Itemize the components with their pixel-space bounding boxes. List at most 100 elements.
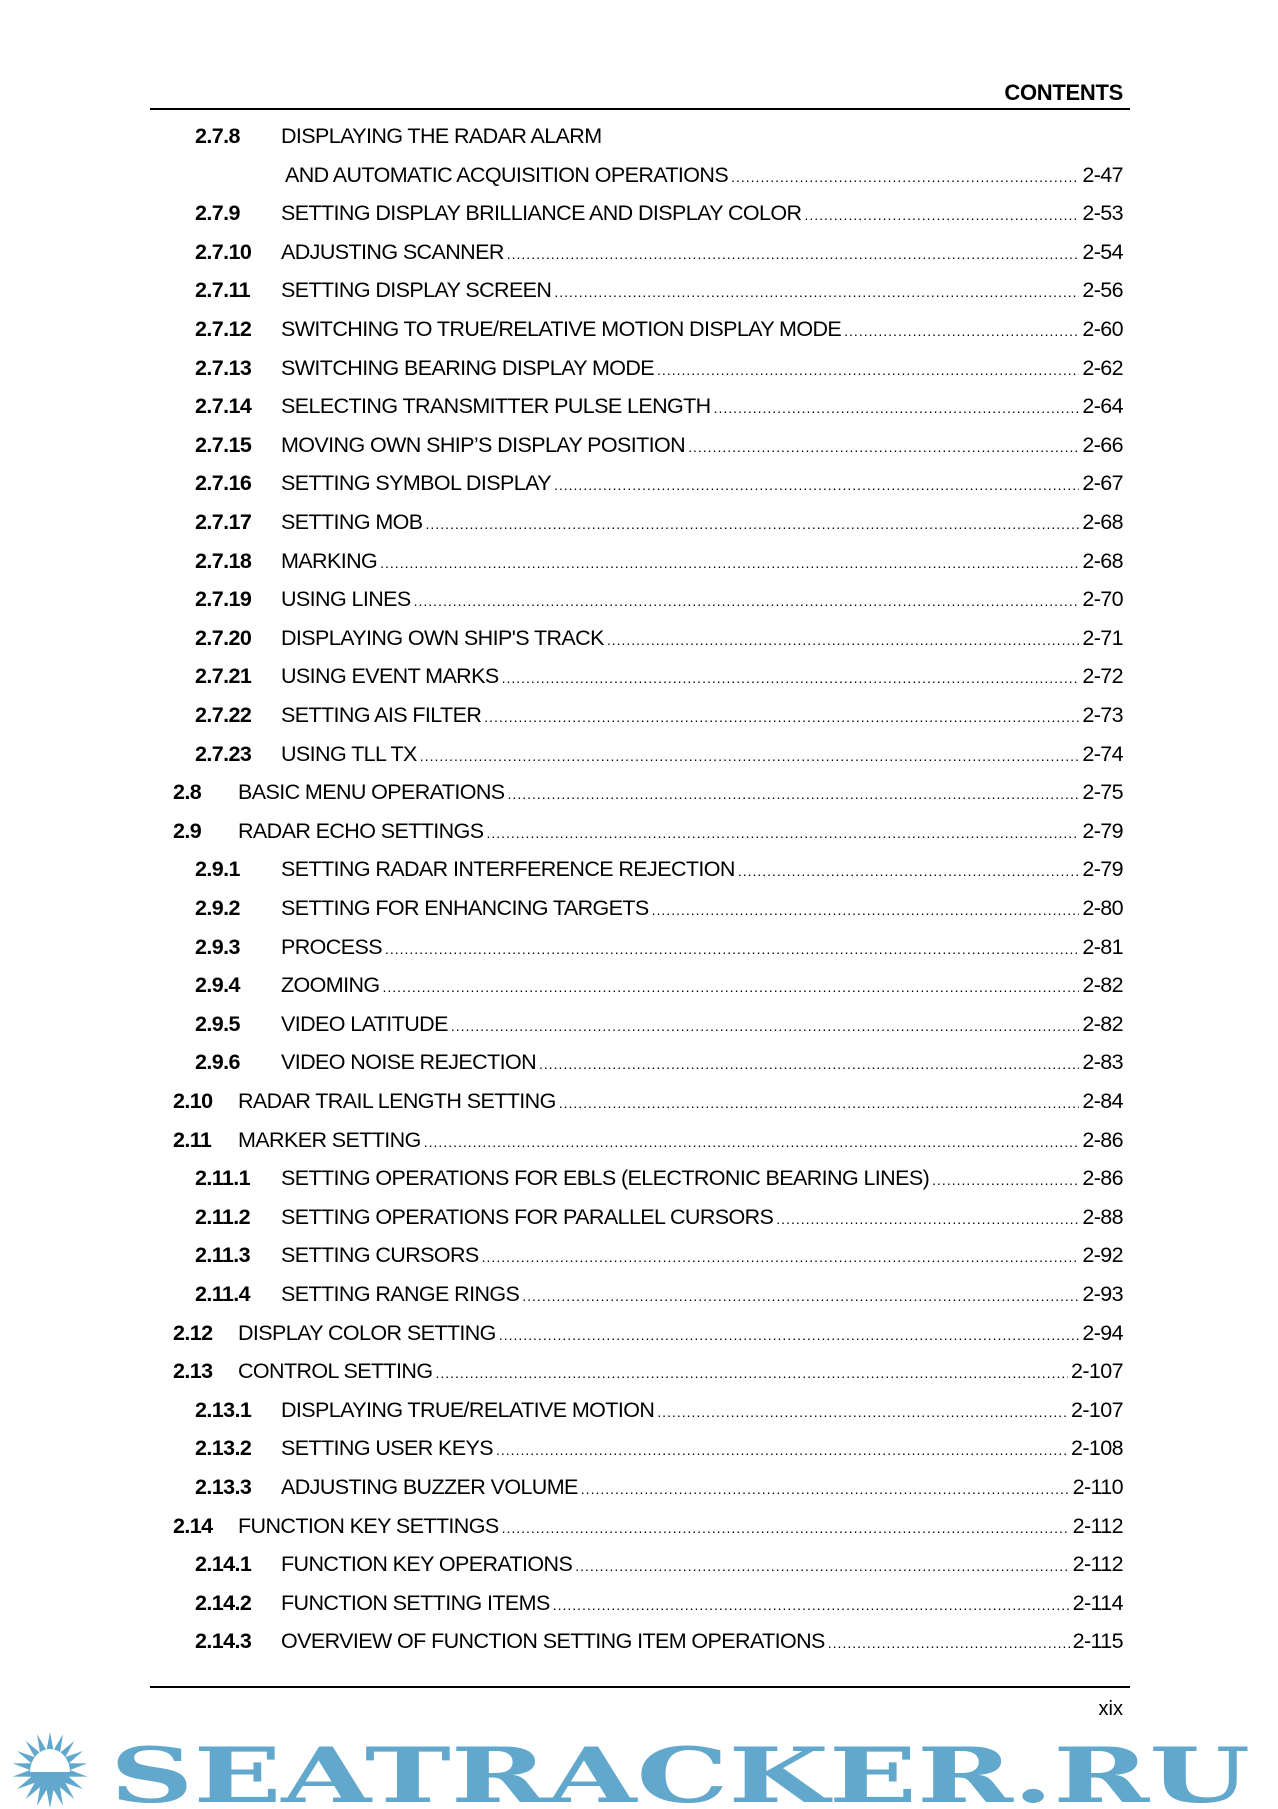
toc-entry-number: 2.7.14 bbox=[195, 394, 252, 419]
dot-leader bbox=[508, 786, 1080, 802]
toc-entry-number: 2.13.2 bbox=[195, 1436, 252, 1461]
toc-entry-number: 2.7.9 bbox=[195, 201, 240, 226]
toc-entry[interactable]: 2.7.19 USING LINES 2-70 bbox=[195, 587, 1124, 617]
toc-entry[interactable]: 2.7.9 SETTING DISPLAY BRILLIANCE AND DISP… bbox=[195, 201, 1124, 231]
toc-entry[interactable]: 2.9.5 VIDEO LATITUDE 2-82 bbox=[195, 1012, 1124, 1042]
dot-leader bbox=[482, 1249, 1080, 1265]
toc-entry[interactable]: 2.7.18 MARKING 2-68 bbox=[195, 549, 1124, 579]
toc-entry[interactable]: 2.13 CONTROL SETTING 2-107 bbox=[173, 1359, 1124, 1389]
dot-leader bbox=[559, 1095, 1080, 1111]
toc-entry[interactable]: 2.13.2 SETTING USER KEYS 2-108 bbox=[195, 1436, 1124, 1466]
toc-entry[interactable]: 2.13.1 DISPLAYING TRUE/RELATIVE MOTION 2-1… bbox=[195, 1397, 1124, 1428]
toc-entry-page: 2-64 bbox=[1082, 394, 1123, 419]
toc-entry-number: 2.9.4 bbox=[195, 973, 240, 998]
footer-rule bbox=[150, 1686, 1130, 1688]
toc-entry-page: 2-107 bbox=[1071, 1397, 1124, 1422]
toc-entry-page: 2-94 bbox=[1082, 1320, 1123, 1345]
toc-entry-page: 2-92 bbox=[1082, 1243, 1123, 1268]
toc-entry-title: VIDEO NOISE REJECTION bbox=[281, 1050, 537, 1075]
toc-entry-title: CONTROL SETTING bbox=[238, 1359, 433, 1384]
toc-entry[interactable]: 2.9 RADAR ECHO SETTINGS 2-79 bbox=[173, 819, 1124, 849]
toc-entry-page: 2-115 bbox=[1072, 1629, 1124, 1654]
toc-entry-page: 2-56 bbox=[1082, 278, 1123, 303]
toc-entry[interactable]: 2.9.1 SETTING RADAR INTERFERENCE REJECTIO… bbox=[195, 857, 1124, 887]
toc-entry[interactable]: 2.7.11 SETTING DISPLAY SCREEN 2-56 bbox=[195, 278, 1124, 308]
toc-entry-number: 2.7.11 bbox=[195, 278, 251, 303]
toc-entry[interactable]: 2.7.20 DISPLAYING OWN SHIP'S TRACK 2-71 bbox=[195, 626, 1124, 656]
toc-entry[interactable]: 2.7.8 DISPLAYING THE RADAR ALARM bbox=[195, 124, 1123, 154]
dot-leader bbox=[607, 632, 1080, 648]
toc-entry-number: 2.10 bbox=[173, 1089, 213, 1113]
toc-entry[interactable]: 2.7.16 SETTING SYMBOL DISPLAY 2-67 bbox=[195, 471, 1124, 501]
toc-entry-number: 2.13.3 bbox=[195, 1475, 252, 1499]
dot-leader bbox=[738, 863, 1080, 879]
toc-entry[interactable]: 2.7.10 ADJUSTING SCANNER 2-54 bbox=[195, 239, 1124, 270]
toc-entry[interactable]: 2.7.22 SETTING AIS FILTER 2-73 bbox=[195, 703, 1124, 733]
toc-entry[interactable]: 2.10 RADAR TRAIL LENGTH SETTING 2-84 bbox=[173, 1089, 1124, 1119]
toc-entry-title: USING EVENT MARKS bbox=[281, 664, 499, 689]
toc-entry-number: 2.7.18 bbox=[195, 548, 252, 573]
toc-entry[interactable]: 2.14 FUNCTION KEY SETTINGS 2-112 bbox=[173, 1513, 1124, 1544]
toc-entry-page: 2-112 bbox=[1072, 1513, 1124, 1538]
toc-entry-title: USING LINES bbox=[281, 587, 411, 612]
toc-entry-title: DISPLAYING THE RADAR ALARM bbox=[281, 124, 602, 148]
toc-entry[interactable]: 2.13.3 ADJUSTING BUZZER VOLUME 2-110 bbox=[195, 1475, 1124, 1505]
toc-entry[interactable]: 2.7.23 USING TLL TX 2-74 bbox=[195, 742, 1124, 772]
toc-entry-title: SETTING DISPLAY SCREEN bbox=[281, 278, 552, 303]
toc-entry[interactable]: 2.8 BASIC MENU OPERATIONS 2-75 bbox=[173, 780, 1124, 810]
toc-entry-title: BASIC MENU OPERATIONS bbox=[238, 780, 505, 805]
toc-entry[interactable]: 2.7.21 USING EVENT MARKS 2-72 bbox=[195, 664, 1124, 694]
dot-leader bbox=[502, 1520, 1070, 1536]
toc-entry-number: 2.12 bbox=[173, 1320, 213, 1345]
toc-entry-page: 2-108 bbox=[1071, 1436, 1124, 1461]
toc-entry[interactable]: 2.11 MARKER SETTING 2-86 bbox=[173, 1128, 1124, 1158]
toc-entry[interactable]: 2.7.13 SWITCHING BEARING DISPLAY MODE 2-62 bbox=[195, 355, 1124, 386]
toc-entry[interactable]: 2.7.17 SETTING MOB 2-68 bbox=[195, 510, 1124, 540]
toc-entry[interactable]: 2.7.12 SWITCHING TO TRUE/RELATIVE MOTION … bbox=[195, 317, 1124, 347]
dot-leader bbox=[426, 516, 1080, 532]
sun-icon bbox=[12, 1732, 88, 1808]
dot-leader bbox=[499, 1327, 1080, 1343]
toc-entry-page: 2-86 bbox=[1082, 1166, 1123, 1191]
toc-entry-page: 2-67 bbox=[1082, 471, 1123, 496]
toc-entry-number: 2.9 bbox=[173, 818, 202, 843]
toc-entry[interactable]: 2.12 DISPLAY COLOR SETTING 2-94 bbox=[173, 1320, 1124, 1351]
toc-entry[interactable]: 2.9.6 VIDEO NOISE REJECTION 2-83 bbox=[195, 1050, 1124, 1080]
toc-entry[interactable]: AND AUTOMATIC ACQUISITION OPERATIONS 2-47 bbox=[285, 163, 1124, 193]
toc-entry[interactable]: 2.9.4 ZOOMING 2-82 bbox=[195, 973, 1124, 1003]
toc-entry[interactable]: 2.11.4 SETTING RANGE RINGS 2-93 bbox=[195, 1282, 1124, 1312]
toc-entry[interactable]: 2.7.14 SELECTING TRANSMITTER PULSE LENGTH… bbox=[195, 394, 1124, 424]
dot-leader bbox=[424, 1134, 1080, 1150]
toc-entry-title: DISPLAYING TRUE/RELATIVE MOTION bbox=[281, 1397, 655, 1422]
toc-entry[interactable]: 2.14.1 FUNCTION KEY OPERATIONS 2-112 bbox=[195, 1552, 1124, 1582]
toc-entry-page: 2-60 bbox=[1082, 317, 1123, 341]
toc-entry[interactable]: 2.14.3 OVERVIEW OF FUNCTION SETTING ITEM … bbox=[195, 1629, 1124, 1659]
toc-entry[interactable]: 2.9.2 SETTING FOR ENHANCING TARGETS 2-80 bbox=[195, 896, 1124, 926]
toc-entry-title: SETTING RANGE RINGS bbox=[281, 1282, 520, 1306]
toc-entry-number: 2.11 bbox=[173, 1127, 212, 1152]
toc-entry[interactable]: 2.9.3 PROCESS 2-81 bbox=[195, 935, 1124, 965]
toc-entry-number: 2.9.1 bbox=[195, 857, 240, 882]
toc-entry-title: SWITCHING BEARING DISPLAY MODE bbox=[281, 355, 655, 380]
toc-entry-number: 2.7.8 bbox=[195, 124, 240, 148]
dot-leader bbox=[385, 941, 1079, 957]
dot-leader bbox=[714, 400, 1080, 416]
toc-entry-page: 2-54 bbox=[1082, 239, 1123, 264]
toc-entry[interactable]: 2.11.1 SETTING OPERATIONS FOR EBLS (ELECT… bbox=[195, 1166, 1124, 1196]
toc-entry-number: 2.11.4 bbox=[195, 1282, 251, 1306]
toc-entry-number: 2.9.6 bbox=[195, 1050, 240, 1075]
toc-entry[interactable]: 2.11.2 SETTING OPERATIONS FOR PARALLEL CU… bbox=[195, 1205, 1124, 1235]
toc-entry-title: SETTING OPERATIONS FOR EBLS (ELECTRONIC … bbox=[281, 1166, 930, 1191]
toc-entry-number: 2.7.21 bbox=[195, 664, 252, 689]
toc-entry[interactable]: 2.11.3 SETTING CURSORS 2-92 bbox=[195, 1243, 1124, 1273]
toc-entry-title: FUNCTION KEY OPERATIONS bbox=[281, 1552, 573, 1577]
toc-entry[interactable]: 2.14.2 FUNCTION SETTING ITEMS 2-114 bbox=[195, 1591, 1124, 1621]
page-header-title: CONTENTS bbox=[1004, 80, 1123, 105]
dot-leader bbox=[451, 1018, 1080, 1034]
toc-entry[interactable]: 2.7.15 MOVING OWN SHIP’S DISPLAY POSITION… bbox=[195, 433, 1124, 463]
toc-entry-page: 2-53 bbox=[1082, 201, 1123, 226]
dot-leader bbox=[731, 169, 1079, 185]
dot-leader bbox=[539, 1056, 1079, 1072]
toc-entry-number: 2.7.13 bbox=[195, 355, 252, 380]
toc-entry-page: 2-70 bbox=[1082, 587, 1123, 612]
